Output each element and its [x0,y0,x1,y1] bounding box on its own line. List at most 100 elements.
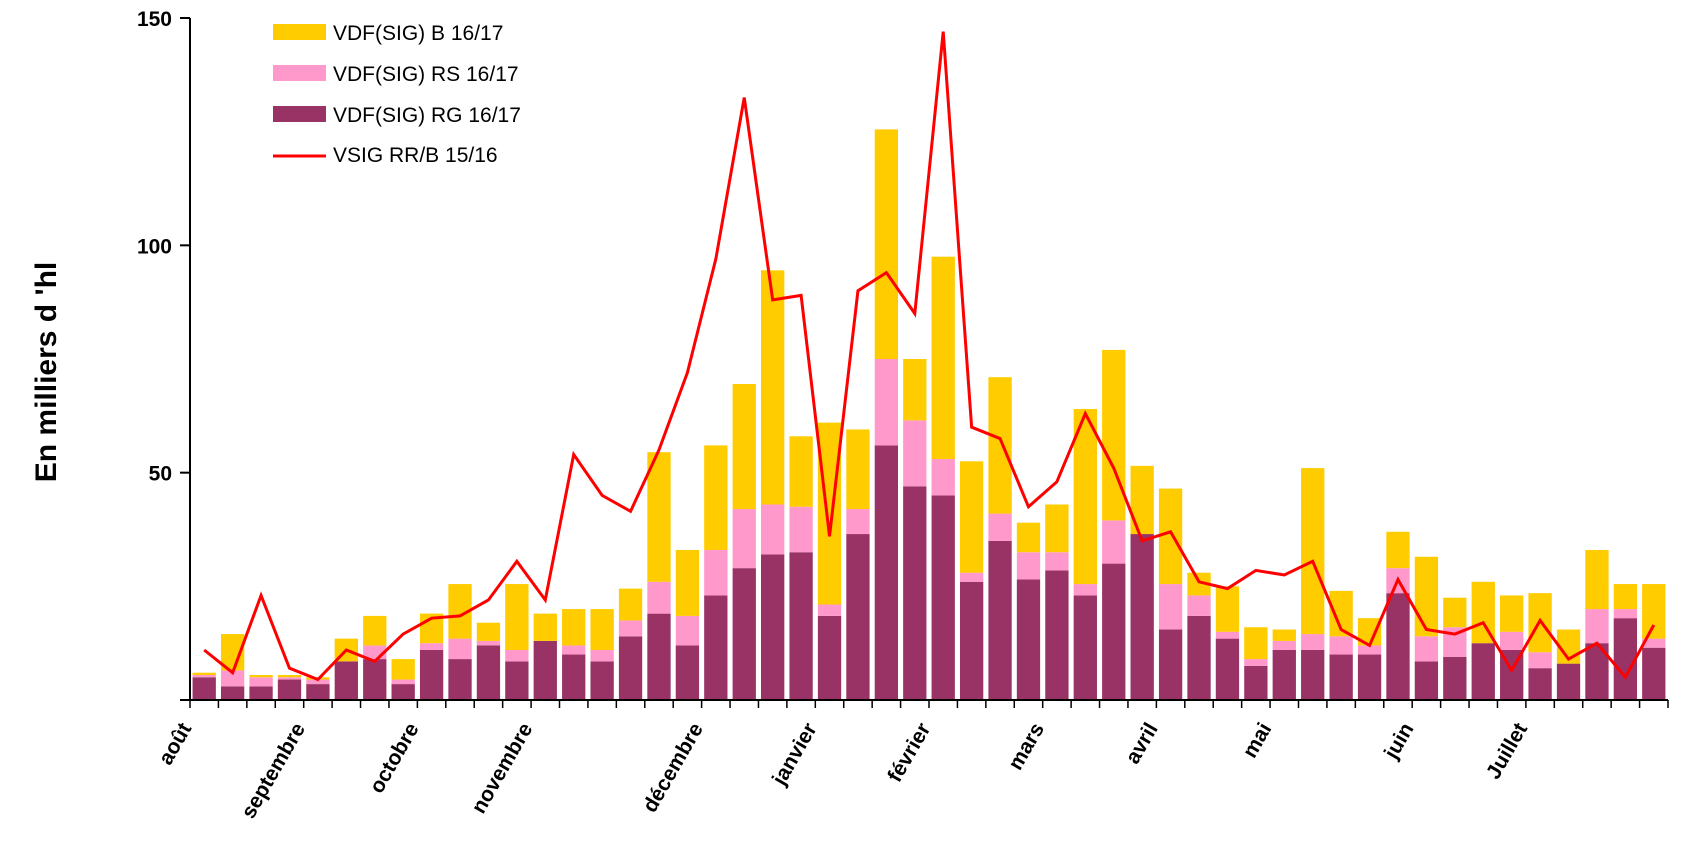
bar-b [1272,629,1296,641]
bar-b [1471,581,1495,644]
bar-rs [732,509,756,569]
bar-b [1443,597,1467,628]
bar-rg [476,645,501,700]
bar-rs [562,645,586,655]
bar-rg [618,636,643,700]
bar-rs [590,649,614,662]
bar-rs [1187,595,1211,616]
legend-label-rs: VDF(SIG) RS 16/17 [333,63,519,86]
x-tick-label: février [883,719,935,786]
bar-rg [988,540,1012,700]
bar-rs [959,572,984,582]
bar-b [1187,572,1211,596]
bar-rs [1642,638,1666,648]
bar-rg [675,645,700,700]
bar-rg [1045,570,1069,700]
bar-rg [220,686,245,700]
bar-rg [192,677,216,700]
bar-rg [1244,665,1268,700]
bar-rg [1642,647,1666,700]
bar-rs [1244,659,1268,666]
bar-rg [1471,643,1495,700]
bar-b [277,674,302,678]
bar-rs [1329,636,1353,655]
bar-b [391,659,415,680]
legend-label-line: VSIG RR/B 15/16 [333,144,498,167]
bar-b [675,549,700,616]
bar-rs [931,459,955,496]
bar-rg [334,661,358,700]
bar-rg [1158,629,1183,700]
bar-rs [448,638,472,660]
bar-b [476,622,501,641]
line-series-vsig [203,31,1656,682]
bar-rg [505,661,529,700]
bar-rs [1613,609,1638,619]
legend-swatch-rg [273,106,326,122]
bar-rs [1158,584,1183,630]
legend-swatch-b [273,24,326,40]
bar-b [1613,584,1638,610]
x-tick-label: Juillet [1482,719,1532,783]
bar-b [931,256,955,460]
bar-b [1158,488,1183,585]
bar-b [1414,556,1439,637]
bar-rg [1301,649,1325,700]
bar-rg [1386,593,1410,700]
bar-rs [1215,631,1240,639]
bar-rg [448,659,472,700]
bar-rg [1016,579,1041,700]
bar-rs [1500,631,1524,650]
x-tick-label: avril [1121,719,1163,768]
bar-rg [590,661,614,700]
bar-rs [903,420,927,487]
bar-b [618,588,643,621]
bar-rs [817,604,842,616]
x-tick-label: mars [1004,719,1049,774]
bar-b [1244,627,1268,660]
bar-rg [1357,654,1382,700]
bar-rs [988,513,1012,541]
bar-rg [647,613,671,700]
bar-rg [1272,649,1296,700]
bar-b [220,634,245,671]
bar-rg [732,568,756,700]
y-tick-label: 50 [149,463,172,486]
bar-rs [1301,634,1325,650]
bar-rs [1528,652,1552,669]
bar-b [1016,522,1041,553]
bar-b [1102,349,1126,521]
bar-rs [1016,552,1041,580]
bar-rg [1073,595,1097,700]
y-tick-label: 100 [137,235,172,258]
bar-rs [306,679,330,685]
bar-rs [1414,636,1439,662]
bar-rs [874,359,899,446]
bar-b [817,422,842,605]
bar-rs [647,581,671,614]
bar-rg [1329,654,1353,700]
bar-rs [249,677,273,687]
bar-rg [1443,656,1467,700]
bar-rs [505,649,529,662]
bar-rg [959,581,984,700]
bar-b [1357,618,1382,646]
bar-rs [789,506,813,553]
bar-b [1585,549,1609,610]
bars-layer [192,129,1666,700]
x-tick-label: décembre [638,719,708,816]
bar-b [1073,409,1097,585]
bar-rg [1613,618,1638,700]
bar-rs [220,670,245,687]
bar-rg [1528,668,1552,700]
bar-rs [1272,640,1296,650]
bar-rg [761,554,785,700]
bar-rg [1585,643,1609,700]
bar-b [1500,595,1524,632]
bar-rg [277,679,302,700]
bar-b [903,359,927,421]
bar-b [1301,468,1325,635]
bar-rs [704,549,728,596]
bar-rs [192,674,216,678]
